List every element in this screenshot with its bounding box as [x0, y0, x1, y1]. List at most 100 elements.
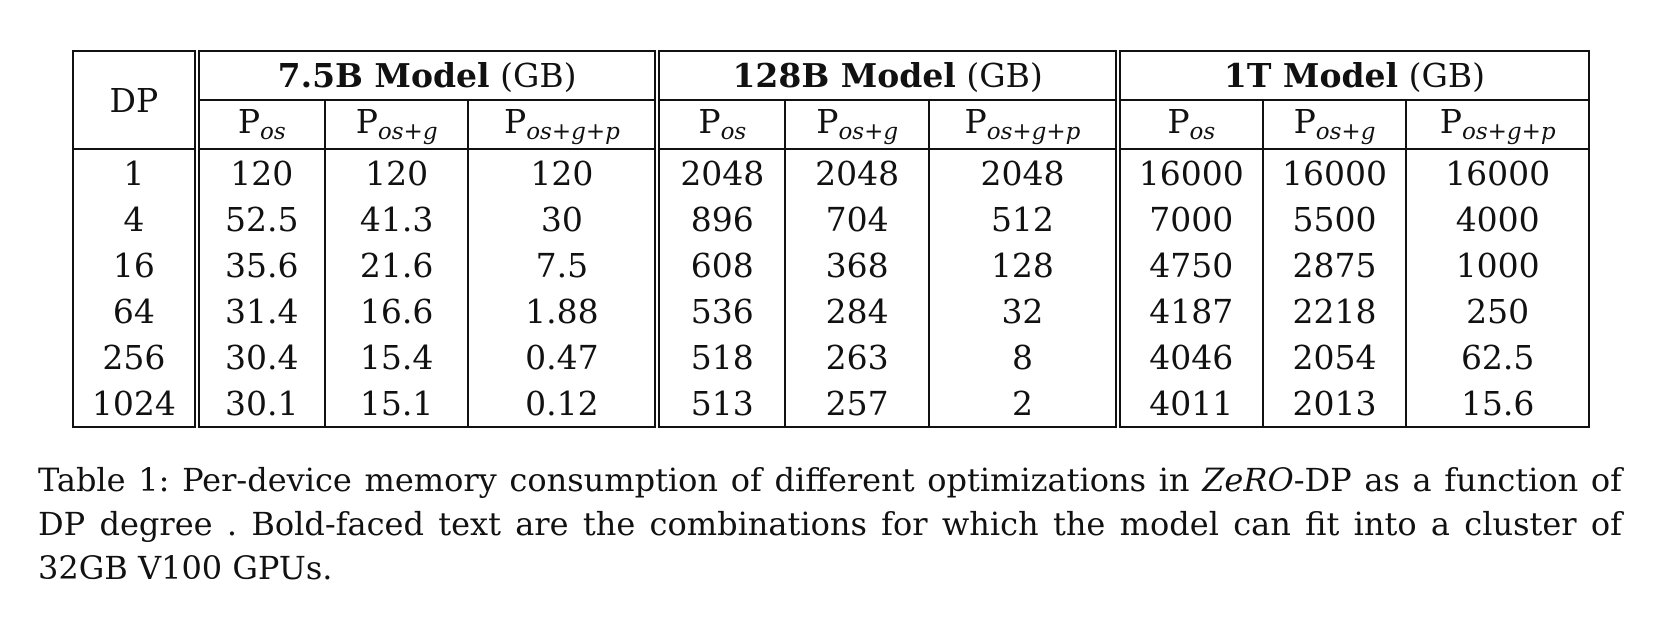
caption-prefix: Table 1: Per-device memory consumption o…: [38, 461, 1203, 499]
partition-header: Pos+g+p: [1405, 100, 1589, 150]
partition-label: Pos: [238, 102, 286, 144]
value-cell: 15.4: [323, 334, 469, 380]
group-name: 1T Model: [1223, 56, 1399, 95]
value-cell: 21.6: [323, 242, 469, 288]
partition-base: P: [1167, 102, 1190, 141]
value-cell: 512: [928, 196, 1118, 242]
table-row: 256 30.4 15.4 0.47 518 263 8 4046 2054 62.5: [73, 334, 1589, 380]
partition-header: Pos+g: [323, 100, 469, 150]
dp-cell: 256: [102, 337, 166, 377]
partition-subscript: os: [720, 119, 747, 145]
group-name: 128B Model: [732, 56, 956, 95]
value-cell: 2048: [928, 149, 1118, 196]
value-cell: 896: [654, 196, 786, 242]
value-cell: 8: [928, 334, 1118, 380]
value-cell: 62.5: [1405, 334, 1589, 380]
partition-base: P: [503, 102, 527, 141]
value-cell: 284: [784, 288, 930, 334]
partition-label: Pos: [698, 102, 746, 144]
value-cell: 2048: [654, 149, 786, 196]
partition-base: P: [1293, 102, 1316, 141]
value-cell: 2: [928, 380, 1118, 427]
group-header: 7.5B Model (GB): [193, 51, 658, 101]
value-cell: 120: [193, 149, 325, 196]
table-body: 1 120 120 120 2048 2048 2048 16000 16000 16000 4 52…: [73, 149, 1589, 427]
table-caption: Table 1: Per-device memory consumption o…: [38, 458, 1622, 590]
dp-cell: 1024: [91, 383, 176, 423]
partition-header: Pos: [193, 100, 325, 150]
partition-base: P: [698, 102, 721, 141]
value-cell: 608: [654, 242, 786, 288]
value-cell: 2048: [784, 149, 930, 196]
value-cell: 704: [784, 196, 930, 242]
memory-table-container: DP 7.5B Model (GB) 128B Model (GB) 1T Mo…: [72, 50, 1590, 428]
group-unit: (GB): [500, 56, 577, 95]
value-cell: 513: [654, 380, 786, 427]
table-row: 1 120 120 120 2048 2048 2048 16000 16000 16000: [73, 149, 1589, 196]
partition-header: Pos+g+p: [928, 100, 1118, 150]
group-name: 7.5B Model: [277, 56, 490, 95]
value-cell: 30.1: [193, 380, 325, 427]
value-cell: 4750: [1114, 242, 1263, 288]
value-cell: 5500: [1261, 196, 1407, 242]
partition-subscript: os+g+p: [986, 119, 1081, 145]
partition-subscript: os: [1189, 119, 1216, 145]
sub-header-row: Pos Pos+g Pos+g+p Pos Pos+g Pos+g+p Pos Pos+g Po…: [73, 100, 1589, 150]
group-unit: (GB): [1408, 56, 1485, 95]
value-cell: 257: [784, 380, 930, 427]
value-cell: 0.12: [467, 380, 658, 427]
value-cell: 4187: [1114, 288, 1263, 334]
table-row: 16 35.6 21.6 7.5 608 368 128 4750 2875 1000: [73, 242, 1589, 288]
value-cell: 16.6: [323, 288, 469, 334]
value-cell: 30: [467, 196, 658, 242]
value-cell: 128: [928, 242, 1118, 288]
value-cell: 250: [1405, 288, 1589, 334]
partition-header: Pos+g: [784, 100, 930, 150]
group-header: 1T Model (GB): [1114, 51, 1589, 101]
partition-header: Pos: [654, 100, 786, 150]
partition-subscript: os+g+p: [1461, 119, 1556, 145]
value-cell: 2013: [1261, 380, 1407, 427]
partition-subscript: os+g: [377, 119, 438, 145]
value-cell: 263: [784, 334, 930, 380]
table-row: 4 52.5 41.3 30 896 704 512 7000 5500 4000: [73, 196, 1589, 242]
memory-consumption-table: DP 7.5B Model (GB) 128B Model (GB) 1T Mo…: [72, 50, 1590, 428]
value-cell: 31.4: [193, 288, 325, 334]
caption-emphasis: ZeRO: [1202, 461, 1294, 499]
value-cell: 15.1: [323, 380, 469, 427]
value-cell: 16000: [1405, 149, 1589, 196]
partition-header: Pos+g: [1261, 100, 1407, 150]
value-cell: 1.88: [467, 288, 658, 334]
table-row: 64 31.4 16.6 1.88 536 284 32 4187 2218 250: [73, 288, 1589, 334]
partition-base: P: [355, 102, 378, 141]
dp-cell: 1: [123, 153, 145, 193]
partition-header: Pos+g+p: [467, 100, 658, 150]
dp-cell: 64: [112, 291, 155, 331]
partition-label: Pos+g: [816, 102, 898, 144]
value-cell: 120: [467, 149, 658, 196]
value-cell: 35.6: [193, 242, 325, 288]
partition-label: Pos+g: [355, 102, 438, 144]
value-cell: 15.6: [1405, 380, 1589, 427]
value-cell: 41.3: [323, 196, 469, 242]
partition-subscript: os+g: [838, 119, 899, 145]
partition-label: Pos: [1167, 102, 1215, 144]
group-unit: (GB): [966, 56, 1043, 95]
dp-header: DP: [73, 51, 197, 150]
value-cell: 2875: [1261, 242, 1407, 288]
value-cell: 7.5: [467, 242, 658, 288]
value-cell: 120: [323, 149, 469, 196]
partition-subscript: os: [260, 119, 286, 145]
partition-label: Pos+g: [1293, 102, 1376, 144]
value-cell: 2054: [1261, 334, 1407, 380]
value-cell: 4011: [1114, 380, 1263, 427]
value-cell: 7000: [1114, 196, 1263, 242]
value-cell: 16000: [1261, 149, 1407, 196]
partition-subscript: os+g+p: [526, 119, 620, 145]
value-cell: 52.5: [193, 196, 325, 242]
partition-label: Pos+g+p: [1440, 102, 1556, 144]
value-cell: 0.47: [467, 334, 658, 380]
table-row: 1024 30.1 15.1 0.12 513 257 2 4011 2013 15.6: [73, 380, 1589, 427]
partition-subscript: os+g: [1315, 119, 1376, 145]
caption-suffix: -DP as a function of DP degree . Bold-fa…: [38, 461, 1623, 587]
